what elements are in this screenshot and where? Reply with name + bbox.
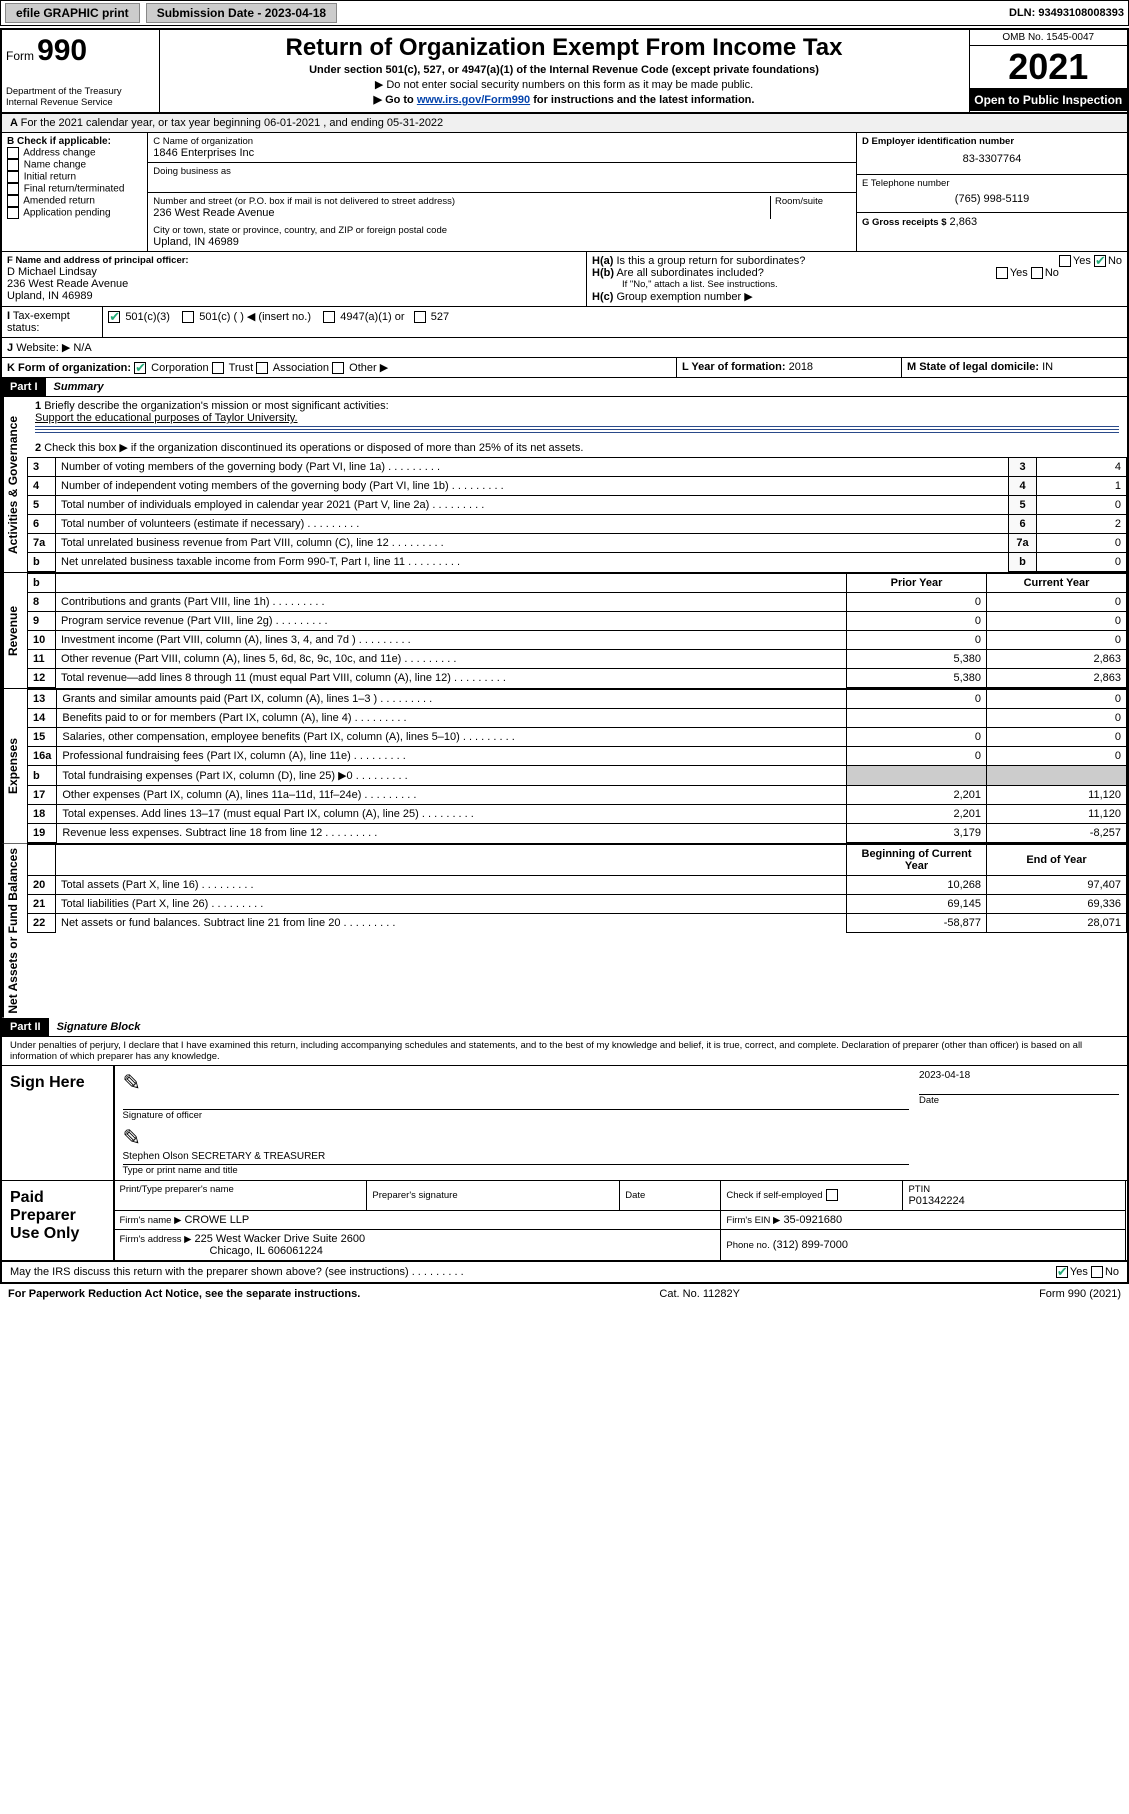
ptin-value: P01342224 bbox=[908, 1195, 1120, 1207]
dln-label: DLN: 93493108008393 bbox=[1009, 7, 1124, 19]
chk-527[interactable] bbox=[414, 311, 426, 323]
chk-name-change[interactable] bbox=[7, 159, 19, 171]
part-1-header: Part ISummary bbox=[2, 378, 1127, 396]
city-label: City or town, state or province, country… bbox=[153, 225, 851, 236]
firm-name: CROWE LLP bbox=[184, 1214, 249, 1226]
paid-preparer-label: Paid Preparer Use Only bbox=[2, 1181, 115, 1260]
governance-table: 3Number of voting members of the governi… bbox=[27, 457, 1127, 572]
form-header: Form 990 Department of the Treasury Inte… bbox=[2, 30, 1127, 114]
open-inspection: Open to Public Inspection bbox=[970, 89, 1128, 111]
officer-street: 236 West Reade Avenue bbox=[7, 278, 581, 290]
chk-ha-yes[interactable] bbox=[1059, 255, 1071, 267]
dept-label: Department of the Treasury bbox=[6, 86, 155, 97]
form-title: Return of Organization Exempt From Incom… bbox=[168, 34, 961, 62]
side-label-expenses: Expenses bbox=[2, 689, 27, 843]
chk-discuss-no[interactable] bbox=[1091, 1266, 1103, 1278]
chk-trust[interactable] bbox=[212, 362, 224, 374]
chk-other[interactable] bbox=[332, 362, 344, 374]
year-formation: 2018 bbox=[789, 361, 813, 373]
dba-label: Doing business as bbox=[153, 166, 851, 177]
e-phone-label: E Telephone number bbox=[862, 178, 1122, 189]
chk-self-employed[interactable] bbox=[826, 1189, 838, 1201]
firm-address: 225 West Wacker Drive Suite 2600 bbox=[195, 1233, 366, 1245]
side-label-revenue: Revenue bbox=[2, 573, 27, 688]
subtitle-2: Do not enter social security numbers on … bbox=[168, 78, 961, 91]
page-footer: For Paperwork Reduction Act Notice, see … bbox=[0, 1284, 1129, 1304]
signature-date: 2023-04-18 bbox=[919, 1070, 1119, 1081]
gross-receipts: 2,863 bbox=[950, 216, 978, 228]
officer-name-title: Stephen Olson SECRETARY & TREASURER bbox=[123, 1151, 910, 1165]
street-label: Number and street (or P.O. box if mail i… bbox=[153, 196, 766, 207]
revenue-table: b Prior Year Current Year 8Contributions… bbox=[27, 573, 1127, 688]
org-name: 1846 Enterprises Inc bbox=[153, 147, 851, 159]
netassets-table: Beginning of Current Year End of Year 20… bbox=[27, 844, 1127, 933]
side-label-netassets: Net Assets or Fund Balances bbox=[2, 844, 27, 1018]
subtitle-1: Under section 501(c), 527, or 4947(a)(1)… bbox=[168, 64, 961, 76]
chk-discuss-yes[interactable] bbox=[1056, 1266, 1068, 1278]
officer-city: Upland, IN 46989 bbox=[7, 290, 581, 302]
chk-application-pending[interactable] bbox=[7, 207, 19, 219]
c-name-label: C Name of organization bbox=[153, 136, 851, 147]
chk-hb-yes[interactable] bbox=[996, 267, 1008, 279]
chk-501c[interactable] bbox=[182, 311, 194, 323]
phone-value: (765) 998-5119 bbox=[862, 189, 1122, 209]
efile-print-button[interactable]: efile GRAPHIC print bbox=[5, 3, 140, 23]
tax-year: 2021 bbox=[970, 46, 1128, 89]
chk-amended[interactable] bbox=[7, 195, 19, 207]
row-f-h: F Name and address of principal officer:… bbox=[2, 252, 1127, 307]
d-ein-label: D Employer identification number bbox=[862, 136, 1122, 147]
line-a-tax-year: A For the 2021 calendar year, or tax yea… bbox=[2, 114, 1127, 133]
org-city: Upland, IN 46989 bbox=[153, 236, 851, 248]
block-b-through-g: B Check if applicable: Address change Na… bbox=[2, 133, 1127, 252]
room-label: Room/suite bbox=[775, 196, 851, 207]
chk-final-return[interactable] bbox=[7, 183, 19, 195]
form-990: Form 990 Department of the Treasury Inte… bbox=[0, 28, 1129, 1284]
perjury-declaration: Under penalties of perjury, I declare th… bbox=[2, 1036, 1127, 1065]
form-word: Form bbox=[6, 49, 34, 63]
top-toolbar: efile GRAPHIC print Submission Date - 20… bbox=[0, 0, 1129, 26]
chk-ha-no[interactable] bbox=[1094, 255, 1106, 267]
mission-text: Support the educational purposes of Tayl… bbox=[35, 412, 298, 424]
sign-here-label: Sign Here bbox=[2, 1066, 115, 1180]
chk-address-change[interactable] bbox=[7, 147, 19, 159]
subtitle-3: Go to www.irs.gov/Form990 for instructio… bbox=[168, 93, 961, 106]
part-2-header: Part IISignature Block bbox=[2, 1018, 1127, 1036]
chk-501c3[interactable] bbox=[108, 311, 120, 323]
side-label-governance: Activities & Governance bbox=[2, 397, 27, 572]
omb-number: OMB No. 1545-0047 bbox=[970, 30, 1128, 46]
col-b-checkboxes: B Check if applicable: Address change Na… bbox=[2, 133, 148, 251]
irs-label: Internal Revenue Service bbox=[6, 97, 155, 108]
firm-phone: (312) 899-7000 bbox=[773, 1239, 848, 1251]
chk-hb-no[interactable] bbox=[1031, 267, 1043, 279]
state-domicile: IN bbox=[1042, 361, 1053, 373]
chk-initial-return[interactable] bbox=[7, 171, 19, 183]
org-street: 236 West Reade Avenue bbox=[153, 207, 766, 219]
ein-value: 83-3307764 bbox=[862, 147, 1122, 171]
irs-link[interactable]: www.irs.gov/Form990 bbox=[417, 94, 530, 106]
firm-ein: 35-0921680 bbox=[783, 1214, 842, 1226]
expenses-table: 13Grants and similar amounts paid (Part … bbox=[27, 689, 1127, 843]
chk-assoc[interactable] bbox=[256, 362, 268, 374]
officer-name: D Michael Lindsay bbox=[7, 266, 581, 278]
website-value: N/A bbox=[73, 342, 91, 354]
chk-corp[interactable] bbox=[134, 362, 146, 374]
chk-4947[interactable] bbox=[323, 311, 335, 323]
form-number: 990 bbox=[37, 34, 87, 67]
submission-date-button[interactable]: Submission Date - 2023-04-18 bbox=[146, 3, 337, 23]
